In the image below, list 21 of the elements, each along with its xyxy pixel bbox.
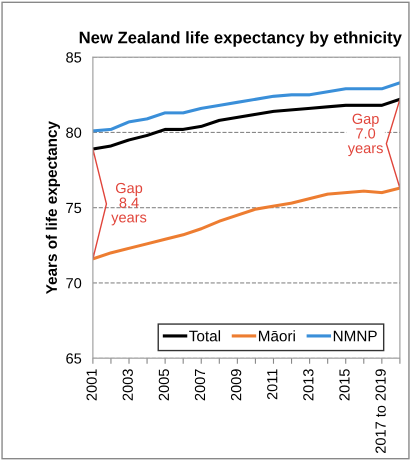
x-tick-label: 2003 (122, 369, 133, 400)
y-tick-label: 80 (66, 128, 82, 138)
x-tick-label: 2017 to 2019 (375, 369, 386, 454)
x-tick-label: 2001 (86, 369, 97, 400)
legend-label: Māori (258, 330, 295, 342)
y-tick-label: 75 (66, 202, 82, 214)
annotation: Gap 7.0 years (348, 114, 383, 156)
annotation: Gap 8.4 years (111, 182, 146, 226)
x-tick-label: 2011 (267, 369, 278, 400)
legend-label: NMNP (334, 330, 377, 342)
x-tick-label: 2005 (158, 369, 170, 400)
y-axis-title: Years of life expectancy (46, 121, 60, 294)
y-tick-label: 65 (66, 353, 82, 364)
x-tick-label: 2013 (303, 369, 314, 400)
x-tick-label: 2009 (230, 369, 242, 400)
legend-label: Total (189, 330, 220, 342)
y-tick-label: 85 (66, 52, 82, 63)
chart-title: New Zealand life expectancy by ethnicity (80, 31, 402, 47)
x-tick-label: 2007 (194, 369, 206, 400)
y-tick-label: 70 (66, 278, 82, 288)
x-tick-label: 2015 (339, 369, 350, 400)
